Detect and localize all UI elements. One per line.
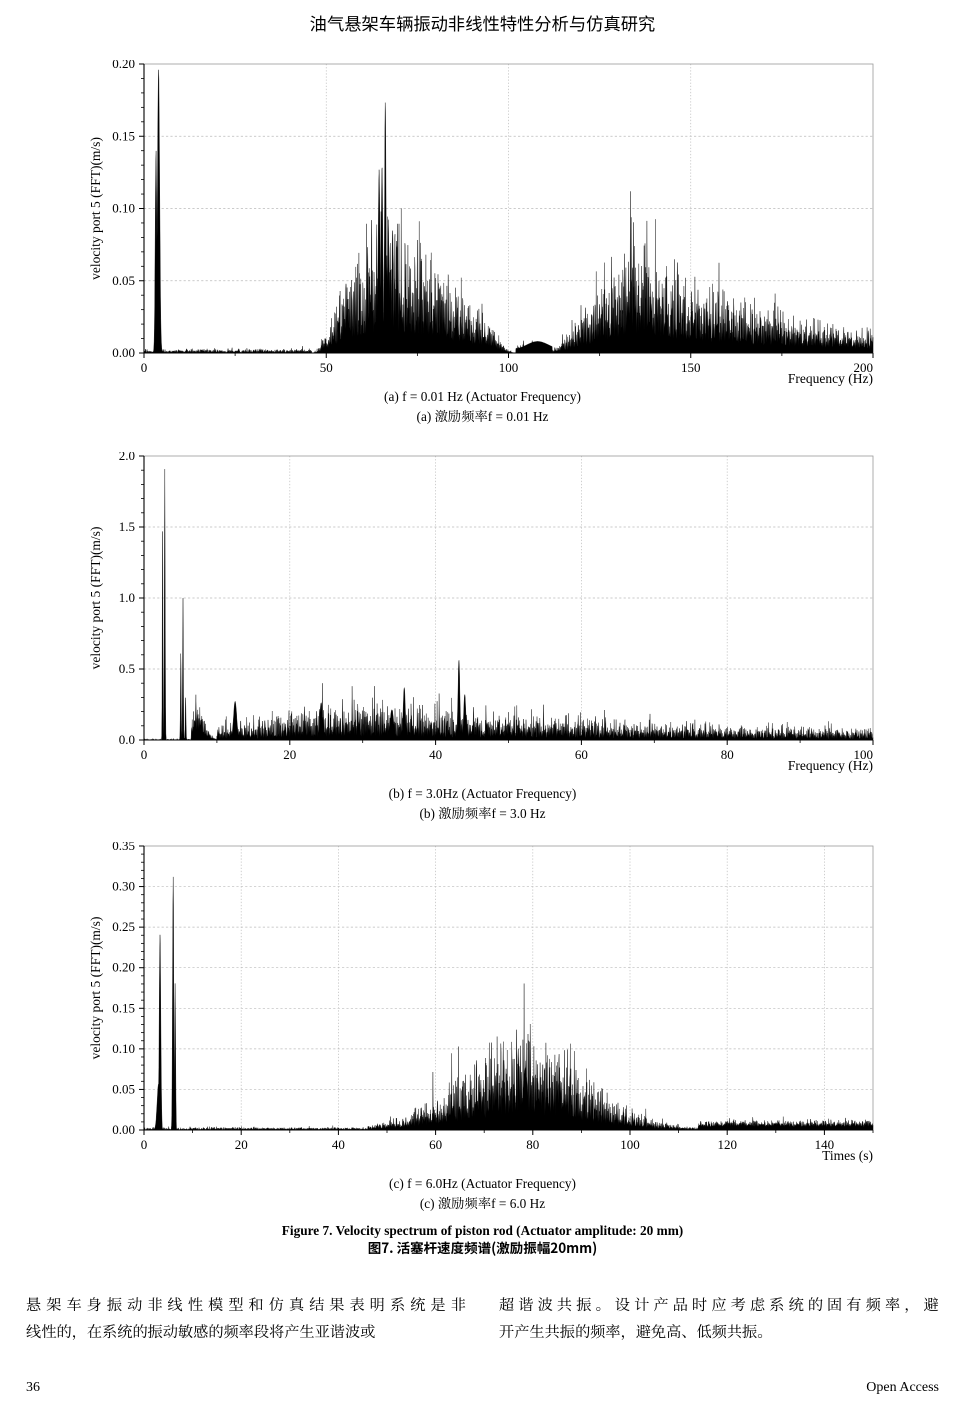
svg-text:0.15: 0.15: [112, 128, 135, 143]
svg-text:1.5: 1.5: [119, 519, 135, 534]
svg-text:0.20: 0.20: [112, 60, 135, 71]
svg-text:150: 150: [681, 360, 701, 375]
svg-text:1.0: 1.0: [119, 590, 135, 605]
svg-text:80: 80: [526, 1137, 539, 1152]
svg-text:20: 20: [283, 747, 296, 762]
svg-text:0: 0: [141, 747, 148, 762]
svg-text:velocity port 5 (FFT)(m/s): velocity port 5 (FFT)(m/s): [88, 527, 103, 670]
svg-text:Times (s): Times (s): [822, 1148, 873, 1163]
svg-text:velocity port 5 (FFT)(m/s): velocity port 5 (FFT)(m/s): [88, 137, 103, 280]
svg-text:0.10: 0.10: [112, 201, 135, 216]
svg-text:0.25: 0.25: [112, 919, 135, 934]
svg-text:120: 120: [717, 1137, 737, 1152]
svg-text:0.30: 0.30: [112, 879, 135, 894]
svg-text:0.5: 0.5: [119, 661, 135, 676]
svg-text:0.20: 0.20: [112, 960, 135, 975]
svg-text:0: 0: [141, 360, 148, 375]
svg-text:velocity port 5 (FFT)(m/s): velocity port 5 (FFT)(m/s): [88, 917, 103, 1060]
svg-text:40: 40: [429, 747, 442, 762]
svg-text:80: 80: [721, 747, 734, 762]
svg-text:20: 20: [235, 1137, 248, 1152]
svg-text:Frequency (Hz): Frequency (Hz): [788, 758, 873, 773]
svg-text:Frequency (Hz): Frequency (Hz): [788, 371, 873, 386]
svg-text:0.00: 0.00: [112, 1122, 135, 1137]
svg-text:60: 60: [575, 747, 588, 762]
svg-text:100: 100: [499, 360, 519, 375]
svg-text:40: 40: [332, 1137, 345, 1152]
svg-text:50: 50: [320, 360, 333, 375]
svg-text:0.05: 0.05: [112, 273, 135, 288]
svg-text:0: 0: [141, 1137, 148, 1152]
svg-text:0.10: 0.10: [112, 1041, 135, 1056]
svg-text:0.00: 0.00: [112, 345, 135, 360]
svg-text:0.15: 0.15: [112, 1000, 135, 1015]
svg-text:0.35: 0.35: [112, 842, 135, 853]
svg-text:0.05: 0.05: [112, 1081, 135, 1096]
svg-text:2.0: 2.0: [119, 452, 135, 463]
svg-text:0.0: 0.0: [119, 732, 135, 747]
svg-text:100: 100: [620, 1137, 640, 1152]
svg-text:60: 60: [429, 1137, 442, 1152]
